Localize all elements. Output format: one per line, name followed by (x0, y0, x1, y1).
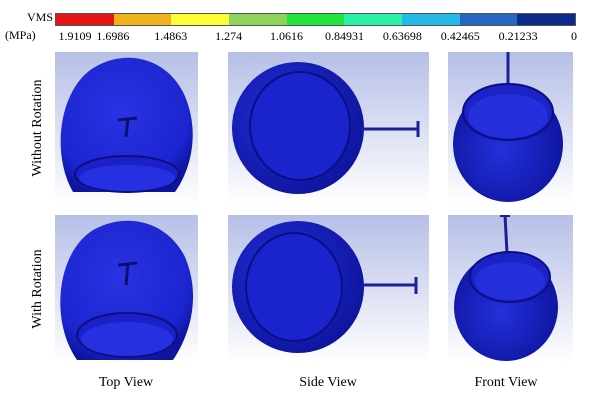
sphere-opening (249, 71, 351, 181)
legend-swatch (517, 14, 576, 25)
row-label-with-rotation: With Rotation (30, 249, 45, 329)
column-label-side-view: Side View (299, 375, 357, 390)
panel-side-view-without-rotation (228, 52, 429, 204)
legend-tick-label: 0.21233 (498, 29, 538, 43)
panel-side-view-with-rotation (228, 215, 429, 362)
panel-top-view-with-rotation (55, 215, 198, 362)
sphere-opening (245, 232, 343, 342)
column-label-top-view: Top View (98, 375, 154, 390)
column-label-front-view: Front View (474, 375, 538, 390)
legend-swatch (459, 14, 518, 25)
legend-swatch (344, 14, 403, 25)
support-rod-mark (117, 116, 138, 138)
panel-top-view-without-rotation (55, 52, 198, 204)
support-rod (503, 215, 509, 254)
legend-tick-label: 0.84931 (324, 29, 364, 43)
color-legend-bar (55, 13, 576, 26)
legend-unit: (MPa) (5, 28, 36, 42)
support-rod-mark (117, 261, 138, 286)
legend-swatch (229, 14, 287, 25)
legend-tick-label: 1.6986 (96, 29, 130, 43)
legend-swatch (113, 14, 172, 25)
legend-tick-label: 1.4863 (154, 29, 188, 43)
legend-swatch (286, 14, 345, 25)
legend-tick-label: 0.63698 (382, 29, 422, 43)
legend-swatch (402, 14, 460, 25)
legend-tick-label: 1.0616 (270, 29, 304, 43)
legend-tick-label: 1.274 (215, 29, 243, 43)
panel-front-view-without-rotation (448, 52, 573, 204)
legend-swatch (171, 14, 230, 25)
panel-front-view-with-rotation (448, 215, 573, 362)
legend-tick-label: 0 (571, 29, 577, 43)
legend-title: VMS (27, 10, 54, 24)
legend-tick-label: 0.42465 (440, 29, 480, 43)
legend-tick-label: 1.9109 (58, 29, 92, 43)
legend-swatch (56, 14, 114, 25)
row-label-without-rotation: Without Rotation (30, 79, 45, 177)
